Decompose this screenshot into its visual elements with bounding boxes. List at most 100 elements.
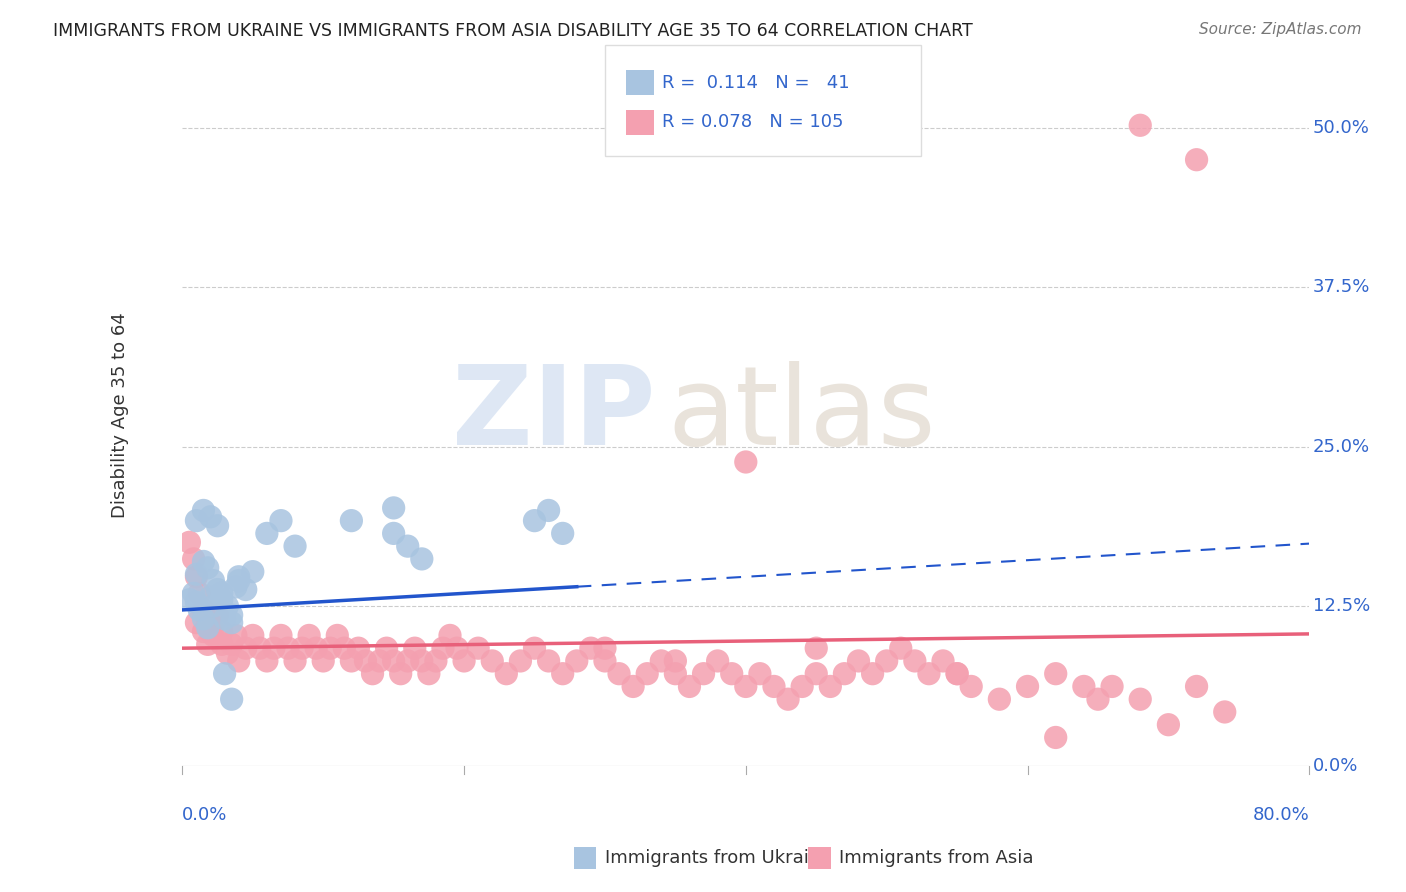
Point: [1185, 153, 1208, 167]
Text: IMMIGRANTS FROM UKRAINE VS IMMIGRANTS FROM ASIA DISABILITY AGE 35 TO 64 CORRELAT: IMMIGRANTS FROM UKRAINE VS IMMIGRANTS FR…: [53, 22, 973, 40]
Point: [792, 680, 814, 694]
Point: [340, 514, 363, 528]
Point: [375, 641, 398, 656]
Text: 0.0%: 0.0%: [1313, 756, 1358, 774]
Point: [1087, 692, 1109, 706]
Point: [579, 641, 602, 656]
Text: 25.0%: 25.0%: [1313, 438, 1369, 456]
Point: [197, 637, 219, 651]
Point: [235, 582, 257, 597]
Point: [211, 624, 233, 639]
Point: [277, 641, 299, 656]
Point: [207, 582, 229, 597]
Point: [333, 641, 356, 656]
Point: [467, 641, 489, 656]
Point: [806, 666, 828, 681]
Point: [242, 565, 264, 579]
Point: [778, 692, 800, 706]
Point: [537, 503, 560, 517]
Text: R =  0.114   N =   41: R = 0.114 N = 41: [662, 74, 849, 92]
Point: [453, 654, 475, 668]
Point: [1129, 692, 1152, 706]
Point: [368, 654, 391, 668]
Point: [650, 654, 672, 668]
Point: [186, 595, 208, 609]
Point: [354, 654, 377, 668]
Point: [202, 615, 225, 630]
Point: [1185, 680, 1208, 694]
Point: [214, 612, 236, 626]
Point: [319, 641, 342, 656]
Point: [820, 680, 842, 694]
Point: [1073, 680, 1095, 694]
Point: [221, 615, 243, 630]
Point: [193, 554, 215, 568]
Point: [242, 628, 264, 642]
Point: [551, 666, 574, 681]
Point: [565, 654, 588, 668]
Point: [1045, 731, 1067, 745]
Point: [256, 654, 278, 668]
Point: [446, 641, 468, 656]
Point: [207, 518, 229, 533]
Point: [284, 654, 307, 668]
Point: [221, 637, 243, 651]
Point: [636, 666, 658, 681]
Point: [225, 628, 247, 642]
Point: [1129, 118, 1152, 132]
Point: [432, 641, 454, 656]
Point: [326, 628, 349, 642]
Text: Immigrants from Ukraine: Immigrants from Ukraine: [605, 849, 831, 867]
Point: [207, 607, 229, 622]
Point: [347, 641, 370, 656]
Point: [183, 552, 205, 566]
Point: [193, 503, 215, 517]
Point: [1157, 717, 1180, 731]
Point: [217, 646, 239, 660]
Point: [1213, 705, 1236, 719]
Point: [382, 526, 405, 541]
Point: [179, 592, 201, 607]
Point: [411, 654, 433, 668]
Point: [706, 654, 728, 668]
Point: [200, 590, 222, 604]
Text: atlas: atlas: [666, 361, 935, 468]
Text: 50.0%: 50.0%: [1313, 119, 1369, 136]
Point: [305, 641, 328, 656]
Point: [200, 624, 222, 639]
Point: [202, 599, 225, 613]
Text: Disability Age 35 to 64: Disability Age 35 to 64: [111, 312, 129, 517]
Text: Immigrants from Asia: Immigrants from Asia: [839, 849, 1033, 867]
Point: [734, 680, 756, 694]
Text: 12.5%: 12.5%: [1313, 597, 1369, 615]
Point: [221, 607, 243, 622]
Point: [946, 666, 969, 681]
Point: [298, 628, 321, 642]
Point: [862, 666, 884, 681]
Point: [361, 666, 384, 681]
Point: [481, 654, 503, 668]
Point: [1101, 680, 1123, 694]
Point: [183, 586, 205, 600]
Point: [988, 692, 1011, 706]
Point: [918, 666, 941, 681]
Point: [904, 654, 927, 668]
Point: [186, 570, 208, 584]
Point: [211, 586, 233, 600]
Point: [396, 539, 419, 553]
Point: [537, 654, 560, 668]
Point: [200, 509, 222, 524]
Point: [217, 599, 239, 613]
Point: [270, 628, 292, 642]
Point: [495, 666, 517, 681]
Point: [188, 603, 211, 617]
Point: [284, 539, 307, 553]
Point: [806, 641, 828, 656]
Point: [197, 621, 219, 635]
Point: [664, 654, 686, 668]
Point: [312, 654, 335, 668]
Point: [946, 666, 969, 681]
Point: [762, 680, 785, 694]
Point: [270, 514, 292, 528]
Point: [523, 514, 546, 528]
